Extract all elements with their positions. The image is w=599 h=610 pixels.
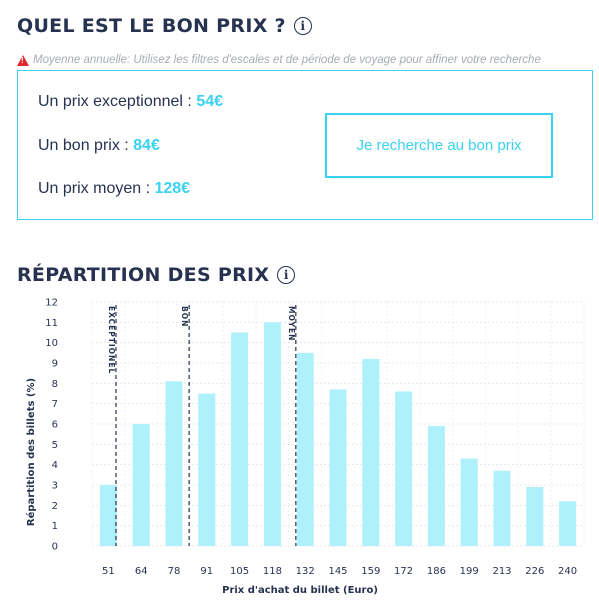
section-title-distribution-text: RÉPARTITION DES PRIX: [17, 264, 270, 286]
bar-105: [231, 332, 249, 546]
price-exceptional-label: Un prix exceptionnel :: [38, 93, 197, 110]
y-tick-label: 2: [52, 501, 58, 512]
section-title-price: QUEL EST LE BON PRIX ? i: [17, 15, 312, 37]
x-tick-label: 132: [296, 566, 315, 577]
price-good: Un bon prix : 84€: [38, 137, 160, 155]
info-icon[interactable]: i: [293, 17, 312, 35]
notice: Moyenne annuelle: Utilisez les filtres d…: [17, 54, 541, 66]
bar-51: [99, 485, 117, 546]
marker-label-moyen: MOYEN: [287, 306, 296, 341]
section-title-distribution: RÉPARTITION DES PRIX i: [17, 264, 296, 286]
x-tick-label: 186: [427, 566, 446, 577]
bar-118: [263, 322, 281, 546]
bar-78: [165, 381, 183, 546]
price-average-label: Un prix moyen :: [38, 180, 155, 197]
price-exceptional-value: 54€: [196, 93, 224, 110]
bar-213: [493, 470, 511, 546]
warning-icon: [17, 54, 29, 66]
price-exceptional: Un prix exceptionnel : 54€: [38, 93, 223, 111]
y-tick-label: 6: [52, 420, 58, 431]
price-summary-box: Un prix exceptionnel : 54€ Un bon prix :…: [17, 70, 593, 220]
y-tick-label: 0: [52, 542, 58, 553]
notice-text: Moyenne annuelle: Utilisez les filtres d…: [33, 54, 541, 66]
x-tick-label: 91: [200, 566, 213, 577]
y-tick-label: 12: [45, 298, 58, 309]
bar-64: [132, 424, 150, 546]
x-tick-label: 105: [230, 566, 249, 577]
y-tick-label: 11: [45, 318, 58, 329]
y-tick-label: 4: [52, 460, 58, 471]
x-tick-label: 226: [525, 566, 544, 577]
bar-145: [329, 389, 347, 546]
x-tick-label: 78: [168, 566, 181, 577]
x-tick-label: 118: [263, 566, 282, 577]
x-tick-label: 51: [102, 566, 115, 577]
marker-label-exceptionel: EXCEPTIONEL: [107, 306, 116, 374]
y-tick-label: 3: [52, 481, 58, 492]
bar-132: [296, 352, 314, 546]
bar-159: [362, 358, 380, 546]
x-tick-label: 213: [492, 566, 511, 577]
marker-label-bon: BON: [180, 306, 189, 327]
section-title-price-text: QUEL EST LE BON PRIX ?: [17, 15, 286, 37]
info-icon[interactable]: i: [277, 266, 296, 284]
bar-91: [198, 393, 216, 546]
y-tick-label: 8: [52, 379, 58, 390]
x-tick-label: 240: [558, 566, 577, 577]
price-good-label: Un bon prix :: [38, 137, 134, 154]
bar-172: [395, 391, 413, 546]
price-average-value: 128€: [154, 180, 191, 197]
y-tick-label: 9: [52, 359, 58, 370]
search-good-price-button[interactable]: Je recherche au bon prix: [325, 113, 553, 178]
x-tick-label: 64: [135, 566, 148, 577]
price-good-value: 84€: [133, 137, 160, 154]
price-average: Un prix moyen : 128€: [38, 180, 190, 198]
bar-240: [559, 501, 577, 546]
y-tick-label: 7: [52, 399, 58, 410]
bar-199: [460, 458, 478, 546]
bar-226: [526, 487, 544, 546]
x-tick-label: 159: [361, 566, 380, 577]
bar-186: [427, 426, 445, 546]
y-axis-label: Répartition des billets (%): [25, 378, 37, 526]
x-tick-label: 172: [394, 566, 413, 577]
x-axis-label: Prix d'achat du billet (Euro): [222, 585, 378, 596]
y-tick-label: 1: [52, 521, 58, 532]
x-tick-label: 145: [328, 566, 347, 577]
y-tick-label: 10: [45, 338, 58, 349]
x-tick-label: 199: [460, 566, 479, 577]
y-tick-label: 5: [52, 440, 58, 451]
